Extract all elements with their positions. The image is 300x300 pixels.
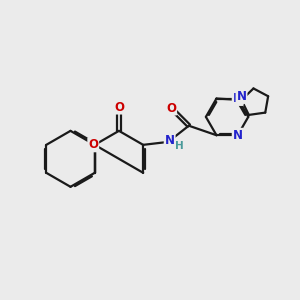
Text: H: H xyxy=(175,141,184,151)
Text: O: O xyxy=(88,138,98,151)
Text: N: N xyxy=(233,92,243,105)
Text: O: O xyxy=(166,101,176,115)
Text: N: N xyxy=(233,129,243,142)
Text: O: O xyxy=(114,100,124,114)
Text: N: N xyxy=(236,90,247,103)
Text: N: N xyxy=(165,134,175,147)
